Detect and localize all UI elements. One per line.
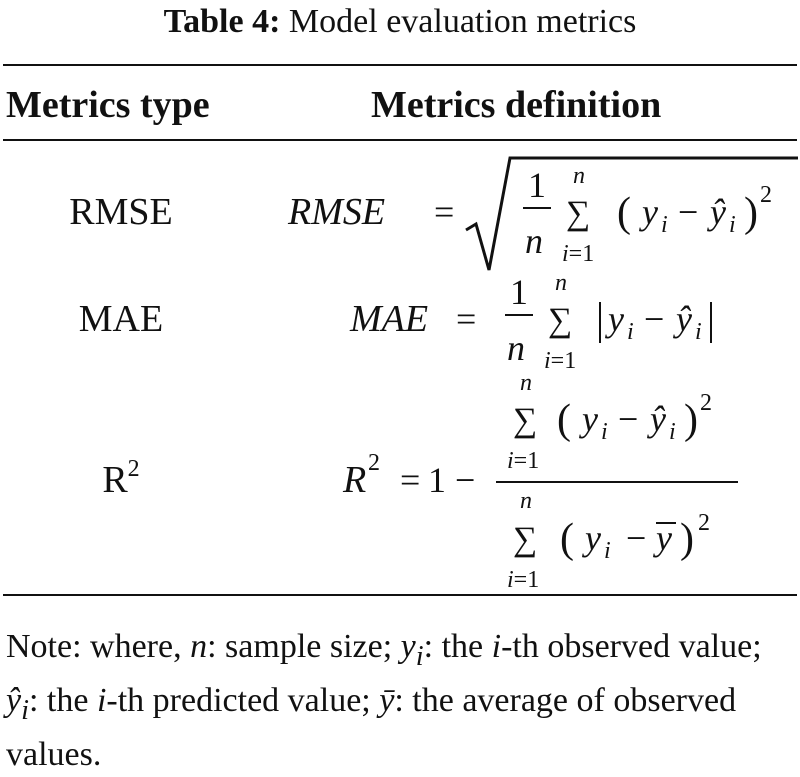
- sum-sign: ∑: [548, 302, 572, 339]
- sum-sign: ∑: [513, 402, 537, 439]
- table-note: Note: where, n: sample size; yi: the i-t…: [6, 625, 796, 777]
- header-metrics-definition: Metrics definition: [371, 84, 662, 126]
- one-numeral: 1: [428, 460, 446, 500]
- note-ybar: ȳ: [379, 681, 395, 719]
- note-yhat-def-b: -th predicted value;: [106, 681, 380, 719]
- note-yhat-sub: i: [21, 694, 29, 726]
- open-paren: (: [557, 397, 571, 443]
- var-y: y: [605, 299, 624, 339]
- note-i-1: i: [491, 628, 502, 665]
- close-paren: ): [680, 516, 694, 562]
- equals-sign: =: [400, 460, 420, 500]
- metric-type-r2-base: R: [102, 459, 128, 501]
- note-y-def-a: : the: [423, 628, 492, 665]
- exponent-2: 2: [760, 182, 772, 208]
- note-yhat-def-a: : the: [28, 681, 97, 719]
- var-y-subscript: i: [661, 212, 668, 238]
- var-y: y: [579, 399, 598, 439]
- formula-r2: R 2 = 1 − n ∑ i=1 ( y i − ŷ i ) 2 n ∑ i=…: [342, 370, 738, 593]
- formula-column: RMSE = 1 n n ∑ i=1 ( y i − ŷ i ) 2 MAE =…: [287, 156, 798, 593]
- caption-text: Model evaluation metrics: [288, 3, 637, 40]
- open-paren: (: [617, 190, 631, 236]
- var-y-subscript: i: [627, 319, 634, 345]
- note-y: y: [400, 628, 416, 665]
- var-y-hat: ŷ: [707, 192, 726, 232]
- minus-sign: −: [678, 192, 698, 232]
- sum-lower-limit: i=1: [562, 241, 594, 267]
- open-paren: (: [560, 516, 574, 562]
- var-y: y: [639, 192, 658, 232]
- note-yhat: ŷ: [6, 681, 22, 719]
- sum-lower-limit: i=1: [507, 448, 539, 474]
- minus-sign: −: [626, 518, 646, 558]
- var-y-subscript: i: [601, 419, 608, 445]
- equals-sign: =: [456, 299, 476, 339]
- exponent-2: 2: [698, 510, 710, 536]
- var-y-bar: y: [653, 518, 672, 558]
- minus-sign: −: [618, 399, 638, 439]
- note-y-sub: i: [415, 640, 424, 672]
- sum-upper-limit: n: [520, 488, 532, 514]
- sum-sign: ∑: [566, 195, 590, 232]
- var-y-subscript: i: [604, 538, 611, 564]
- metric-type-mae: MAE: [78, 298, 164, 340]
- sum-upper-limit: n: [555, 270, 567, 296]
- fraction-numerator: 1: [510, 272, 528, 312]
- formula-mae: MAE = 1 n n ∑ i=1 y i − ŷ i: [349, 270, 712, 374]
- exponent-2: 2: [700, 390, 712, 416]
- var-y: y: [582, 518, 601, 558]
- sum-upper-limit: n: [520, 370, 532, 396]
- exponent-2: 2: [368, 450, 380, 476]
- note-prefix: Note: where,: [6, 628, 191, 665]
- note-i-2: i: [96, 681, 107, 719]
- metric-type-rmse: RMSE: [69, 191, 173, 233]
- var-y-hat: ŷ: [673, 299, 692, 339]
- var-y-hat-subscript: i: [729, 212, 736, 238]
- close-paren: ): [744, 190, 758, 236]
- table-header-rule: [3, 139, 797, 141]
- metric-type-r2-sup: 2: [127, 456, 140, 482]
- formula-rmse-name: RMSE: [287, 191, 385, 233]
- formula-r2-name: R: [342, 459, 366, 501]
- close-paren: ): [684, 397, 698, 443]
- minus-sign: −: [644, 299, 664, 339]
- note-n-def: : sample size;: [207, 628, 401, 665]
- sum-lower-limit: i=1: [544, 348, 576, 374]
- table-caption: Table 4: Model evaluation metrics: [0, 0, 800, 44]
- sum-upper-limit: n: [573, 163, 585, 189]
- table-top-rule: [3, 64, 797, 66]
- caption-label: Table 4:: [163, 3, 281, 40]
- note-n: n: [190, 628, 208, 665]
- sum-lower-limit: i=1: [507, 567, 539, 593]
- fraction-denominator: n: [507, 328, 525, 368]
- formula-rmse: RMSE = 1 n n ∑ i=1 ( y i − ŷ i ) 2: [287, 156, 798, 271]
- table-bottom-rule: [3, 594, 797, 596]
- fraction-numerator: 1: [528, 165, 546, 205]
- minus-sign: −: [455, 460, 475, 500]
- sqrt-sign: [465, 156, 798, 271]
- var-y-hat-subscript: i: [669, 419, 676, 445]
- metric-type-r2: R2: [6, 456, 236, 504]
- var-y-hat-subscript: i: [695, 319, 702, 345]
- equals-sign: =: [434, 192, 454, 232]
- note-y-def-b: -th observed value;: [501, 628, 762, 665]
- var-y-hat: ŷ: [647, 399, 666, 439]
- fraction-denominator: n: [525, 221, 543, 261]
- header-metrics-type: Metrics type: [6, 84, 210, 126]
- sum-sign: ∑: [513, 521, 537, 558]
- formula-mae-name: MAE: [349, 298, 428, 340]
